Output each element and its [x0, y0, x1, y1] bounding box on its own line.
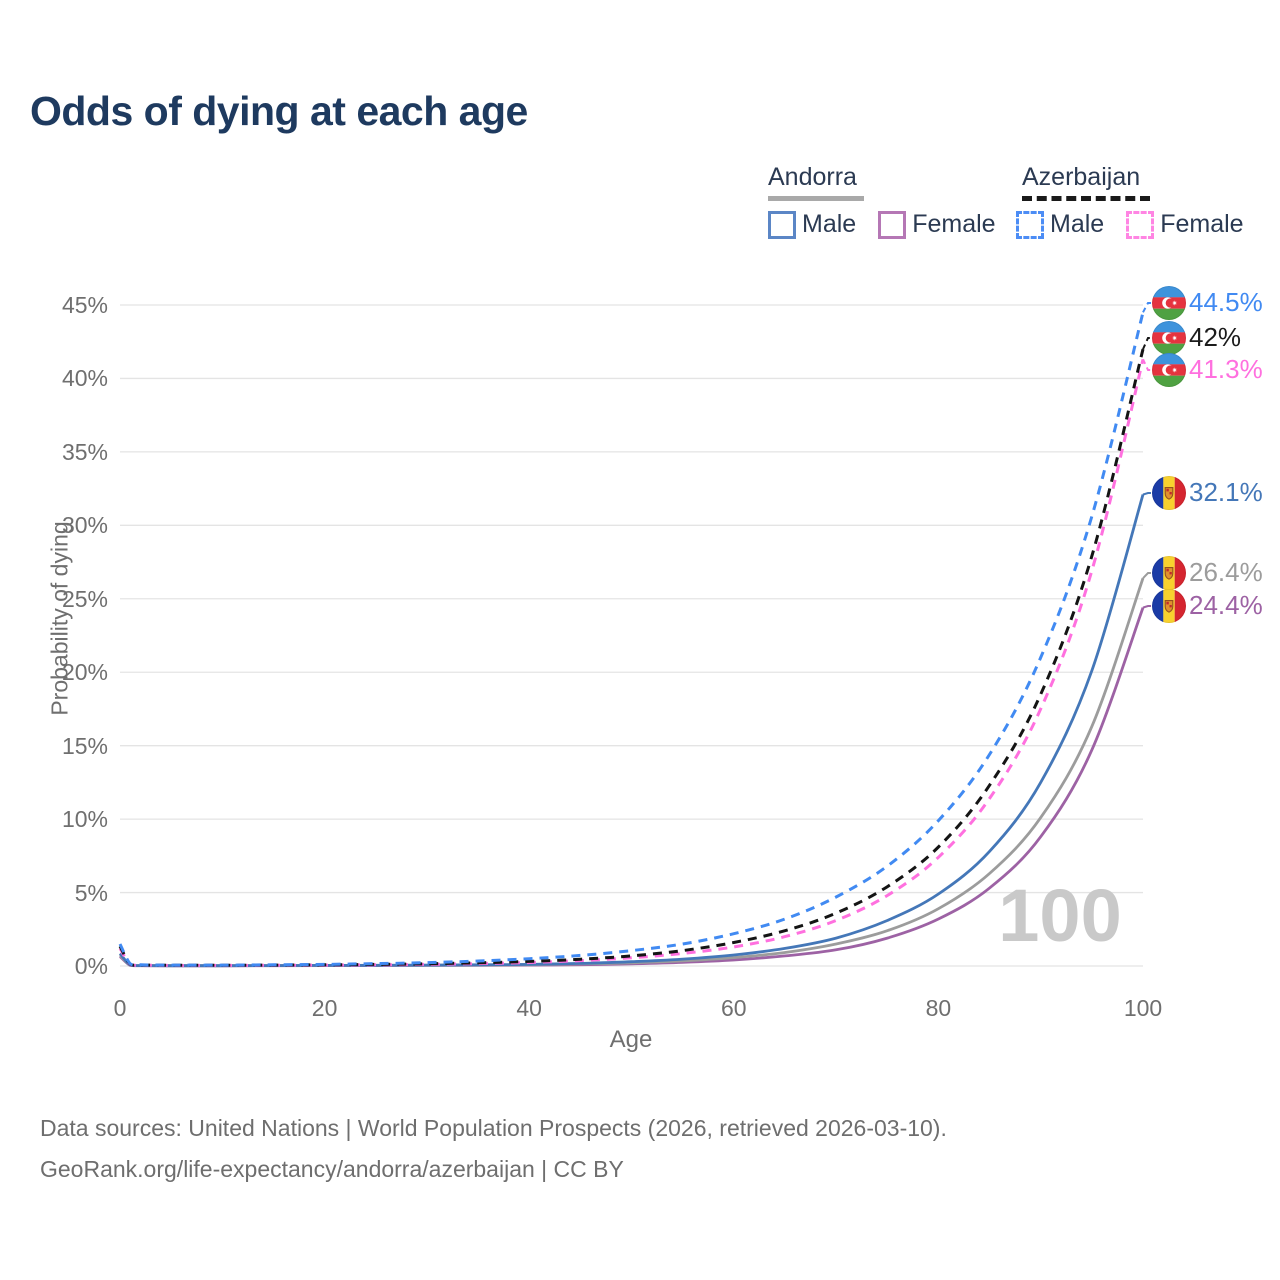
page-title: Odds of dying at each age: [30, 88, 528, 134]
y-tick-35%: 35%: [61, 438, 108, 465]
end-label-andorra-male: 32.1%: [1189, 477, 1263, 507]
curve-azerbaijan-female: [118, 358, 1145, 967]
leader-andorra-male: [1142, 492, 1151, 496]
y-tick-5%: 5%: [74, 879, 108, 906]
y-tick-0%: 0%: [74, 953, 108, 979]
legend-items-azerbaijan: Male Female: [1016, 210, 1266, 239]
footer: Data sources: United Nations | World Pop…: [40, 1108, 947, 1190]
flag-markers: [1152, 286, 1186, 623]
legend-items-andorra: Male Female: [768, 210, 1018, 239]
end-label-azerbaijan-female: 41.3%: [1189, 354, 1263, 384]
x-tick-80: 80: [925, 995, 952, 1021]
legend-group-andorra-name: Andorra: [768, 163, 857, 191]
leader-azerbaijan: [1142, 337, 1151, 350]
leader-andorra-female: [1142, 605, 1151, 609]
y-tick-15%: 15%: [61, 732, 108, 759]
flag-icon-az-1: [1152, 321, 1186, 355]
legend-label-azerbaijan-female[interactable]: Female: [1160, 210, 1244, 238]
y-tick-10%: 10%: [61, 806, 108, 833]
y-tick-45%: 45%: [61, 292, 108, 318]
legend-group-azerbaijan: Azerbaijan Male Female: [1016, 163, 1266, 239]
end-label-azerbaijan-male: 44.5%: [1189, 287, 1263, 317]
y-tick-40%: 40%: [61, 365, 108, 392]
legend-checkbox-andorra-male[interactable]: [768, 210, 796, 239]
x-tick-40: 40: [516, 995, 542, 1021]
gridlines: [120, 304, 1143, 967]
flag-icon-az-0: [1152, 286, 1186, 320]
x-tick-60: 60: [721, 995, 747, 1021]
end-label-andorra: 26.4%: [1189, 557, 1263, 587]
flag-icon-ad-4: [1152, 556, 1186, 590]
flag-icon-az-2: [1152, 353, 1186, 387]
curve-andorra: [118, 577, 1145, 968]
flag-icon-ad-5: [1152, 589, 1186, 623]
flag-icon-ad-3: [1152, 476, 1186, 510]
age-watermark: 100: [998, 874, 1121, 957]
azerbaijan-line-style-swatch: [1022, 196, 1150, 201]
footer-data-sources: Data sources: United Nations | World Pop…: [40, 1115, 947, 1141]
leader-azerbaijan-male: [1142, 302, 1151, 313]
legend-group-andorra: Andorra Male Female: [768, 163, 1018, 239]
end-label-andorra-female: 24.4%: [1189, 590, 1263, 620]
label-leader-lines: [1142, 302, 1151, 609]
x-tick-20: 20: [311, 995, 338, 1021]
y-tick-25%: 25%: [61, 585, 108, 612]
curve-andorra-male: [118, 494, 1145, 968]
legend-checkbox-andorra-female[interactable]: [878, 210, 907, 239]
legend-checkbox-azerbaijan-male[interactable]: [1016, 210, 1044, 239]
andorra-line-style-swatch: [768, 196, 864, 201]
legend-label-andorra-male[interactable]: Male: [802, 210, 857, 238]
x-axis-title: Age: [609, 1026, 653, 1053]
x-tick-100: 100: [1123, 995, 1163, 1021]
y-tick-20%: 20%: [61, 659, 108, 686]
x-tick-0: 0: [113, 995, 127, 1021]
legend-checkbox-azerbaijan-female[interactable]: [1126, 210, 1155, 239]
footer-attribution: GeoRank.org/life-expectancy/andorra/azer…: [40, 1156, 624, 1182]
legend-group-azerbaijan-name: Azerbaijan: [1022, 163, 1141, 191]
y-tick-30%: 30%: [61, 512, 108, 539]
end-label-azerbaijan: 42%: [1189, 322, 1242, 352]
leader-azerbaijan-female: [1142, 358, 1151, 371]
curve-azerbaijan-male: [118, 311, 1145, 967]
leader-andorra: [1142, 572, 1151, 579]
series-curves: [118, 311, 1145, 968]
legend-label-andorra-female[interactable]: Female: [912, 210, 996, 238]
legend-label-azerbaijan-male[interactable]: Male: [1050, 210, 1105, 238]
